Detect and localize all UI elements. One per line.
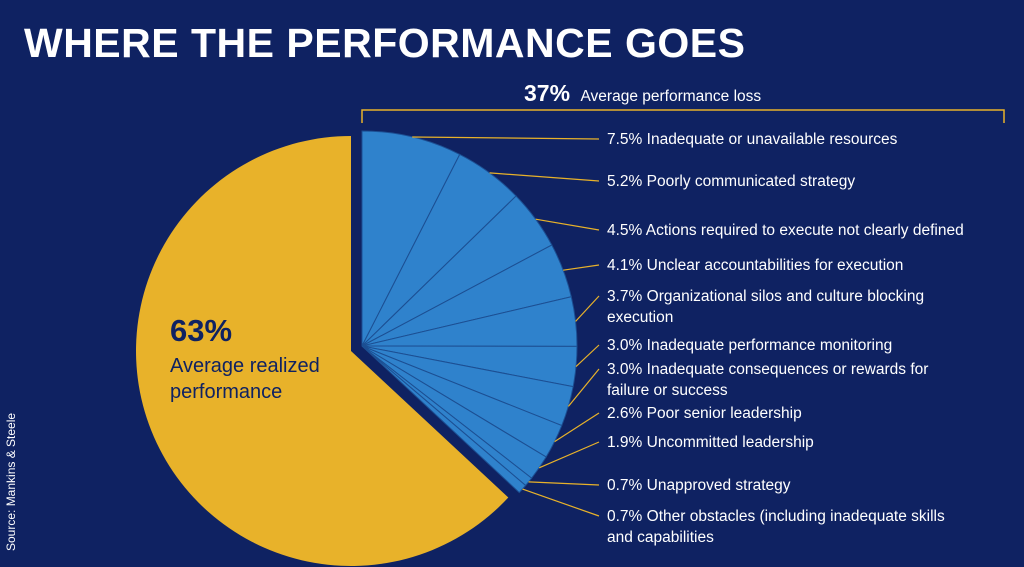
slice-label: 1.9% Uncommitted leadership [607, 434, 814, 451]
page-title: WHERE THE PERFORMANCE GOES [24, 20, 746, 66]
loss-slices-group [361, 130, 578, 494]
realized-label-line: performance [170, 381, 282, 403]
slice-category-label: Uncommitted leadership [647, 434, 814, 451]
leader-line [538, 441, 600, 469]
leader-line [575, 295, 600, 322]
leader-line [554, 412, 600, 443]
slice-value-label: 0.7% [607, 508, 647, 525]
slice-category-label: Actions required to execute not clearly … [646, 222, 964, 239]
realized-percent: 63% [170, 313, 232, 348]
slice-label: 3.7% Organizational silos and culture bl… [607, 288, 924, 326]
slice-value-label: 4.1% [607, 257, 647, 274]
slice-category-label: and capabilities [607, 529, 714, 546]
realized-slice-group [136, 136, 509, 566]
slice-category-label: Inadequate consequences or rewards for [647, 361, 929, 378]
realized-label: Average realized performance [170, 355, 325, 403]
slice-labels: 7.5% Inadequate or unavailable resources… [607, 131, 964, 546]
slice-category-label: Unapproved strategy [647, 477, 791, 494]
slice-label: 3.0% Inadequate performance monitoring [607, 337, 892, 354]
slice-category-label: Poorly communicated strategy [647, 173, 856, 190]
slice-label: 0.7% Unapproved strategy [607, 477, 791, 494]
slice-category-label: failure or success [607, 382, 728, 399]
loss-percent-value: 37% [524, 80, 570, 106]
slice-value-label: 1.9% [607, 434, 647, 451]
leader-line [535, 218, 600, 231]
slice-value-label: 3.0% [607, 361, 647, 378]
loss-bracket [361, 109, 1005, 123]
realized-slice [136, 136, 509, 566]
leader-line [575, 344, 600, 368]
realized-label-line: Average realized [170, 355, 320, 377]
leader-line [489, 172, 600, 182]
slice-category-label: Poor senior leadership [647, 405, 802, 422]
slice-value-label: 7.5% [607, 131, 647, 148]
leader-lines [412, 136, 600, 517]
slice-label: 0.7% Other obstacles (including inadequa… [607, 508, 945, 546]
leader-line [522, 488, 600, 517]
loss-percent-label: Average performance loss [581, 88, 762, 105]
slice-category-label: Organizational silos and culture blockin… [647, 288, 924, 305]
slice-value-label: 3.0% [607, 337, 647, 354]
loss-percent: 37% Average performance loss [524, 80, 761, 106]
source-note: Source: Mankins & Steele [4, 412, 18, 551]
slice-value-label: 3.7% [607, 288, 647, 305]
slice-category-label: Unclear accountabilities for execution [647, 257, 904, 274]
slice-category-label: Inadequate performance monitoring [647, 337, 893, 354]
slice-value-label: 5.2% [607, 173, 647, 190]
slice-value-label: 0.7% [607, 477, 647, 494]
loss-slice [361, 345, 527, 494]
leader-line [567, 368, 600, 407]
leader-line [563, 264, 600, 271]
slice-label: 4.5% Actions required to execute not cle… [607, 222, 964, 239]
slice-value-label: 2.6% [607, 405, 647, 422]
slice-label: 7.5% Inadequate or unavailable resources [607, 131, 898, 148]
slice-category-label: execution [607, 309, 673, 326]
slice-label: 3.0% Inadequate consequences or rewards … [607, 361, 928, 399]
leader-line [528, 481, 600, 486]
slice-value-label: 4.5% [607, 222, 646, 239]
slice-category-label: Other obstacles (including inadequate sk… [647, 508, 945, 525]
slice-category-label: Inadequate or unavailable resources [647, 131, 898, 148]
leader-line [412, 136, 600, 140]
slice-label: 5.2% Poorly communicated strategy [607, 173, 855, 190]
slice-label: 4.1% Unclear accountabilities for execut… [607, 257, 903, 274]
slice-label: 2.6% Poor senior leadership [607, 405, 802, 422]
